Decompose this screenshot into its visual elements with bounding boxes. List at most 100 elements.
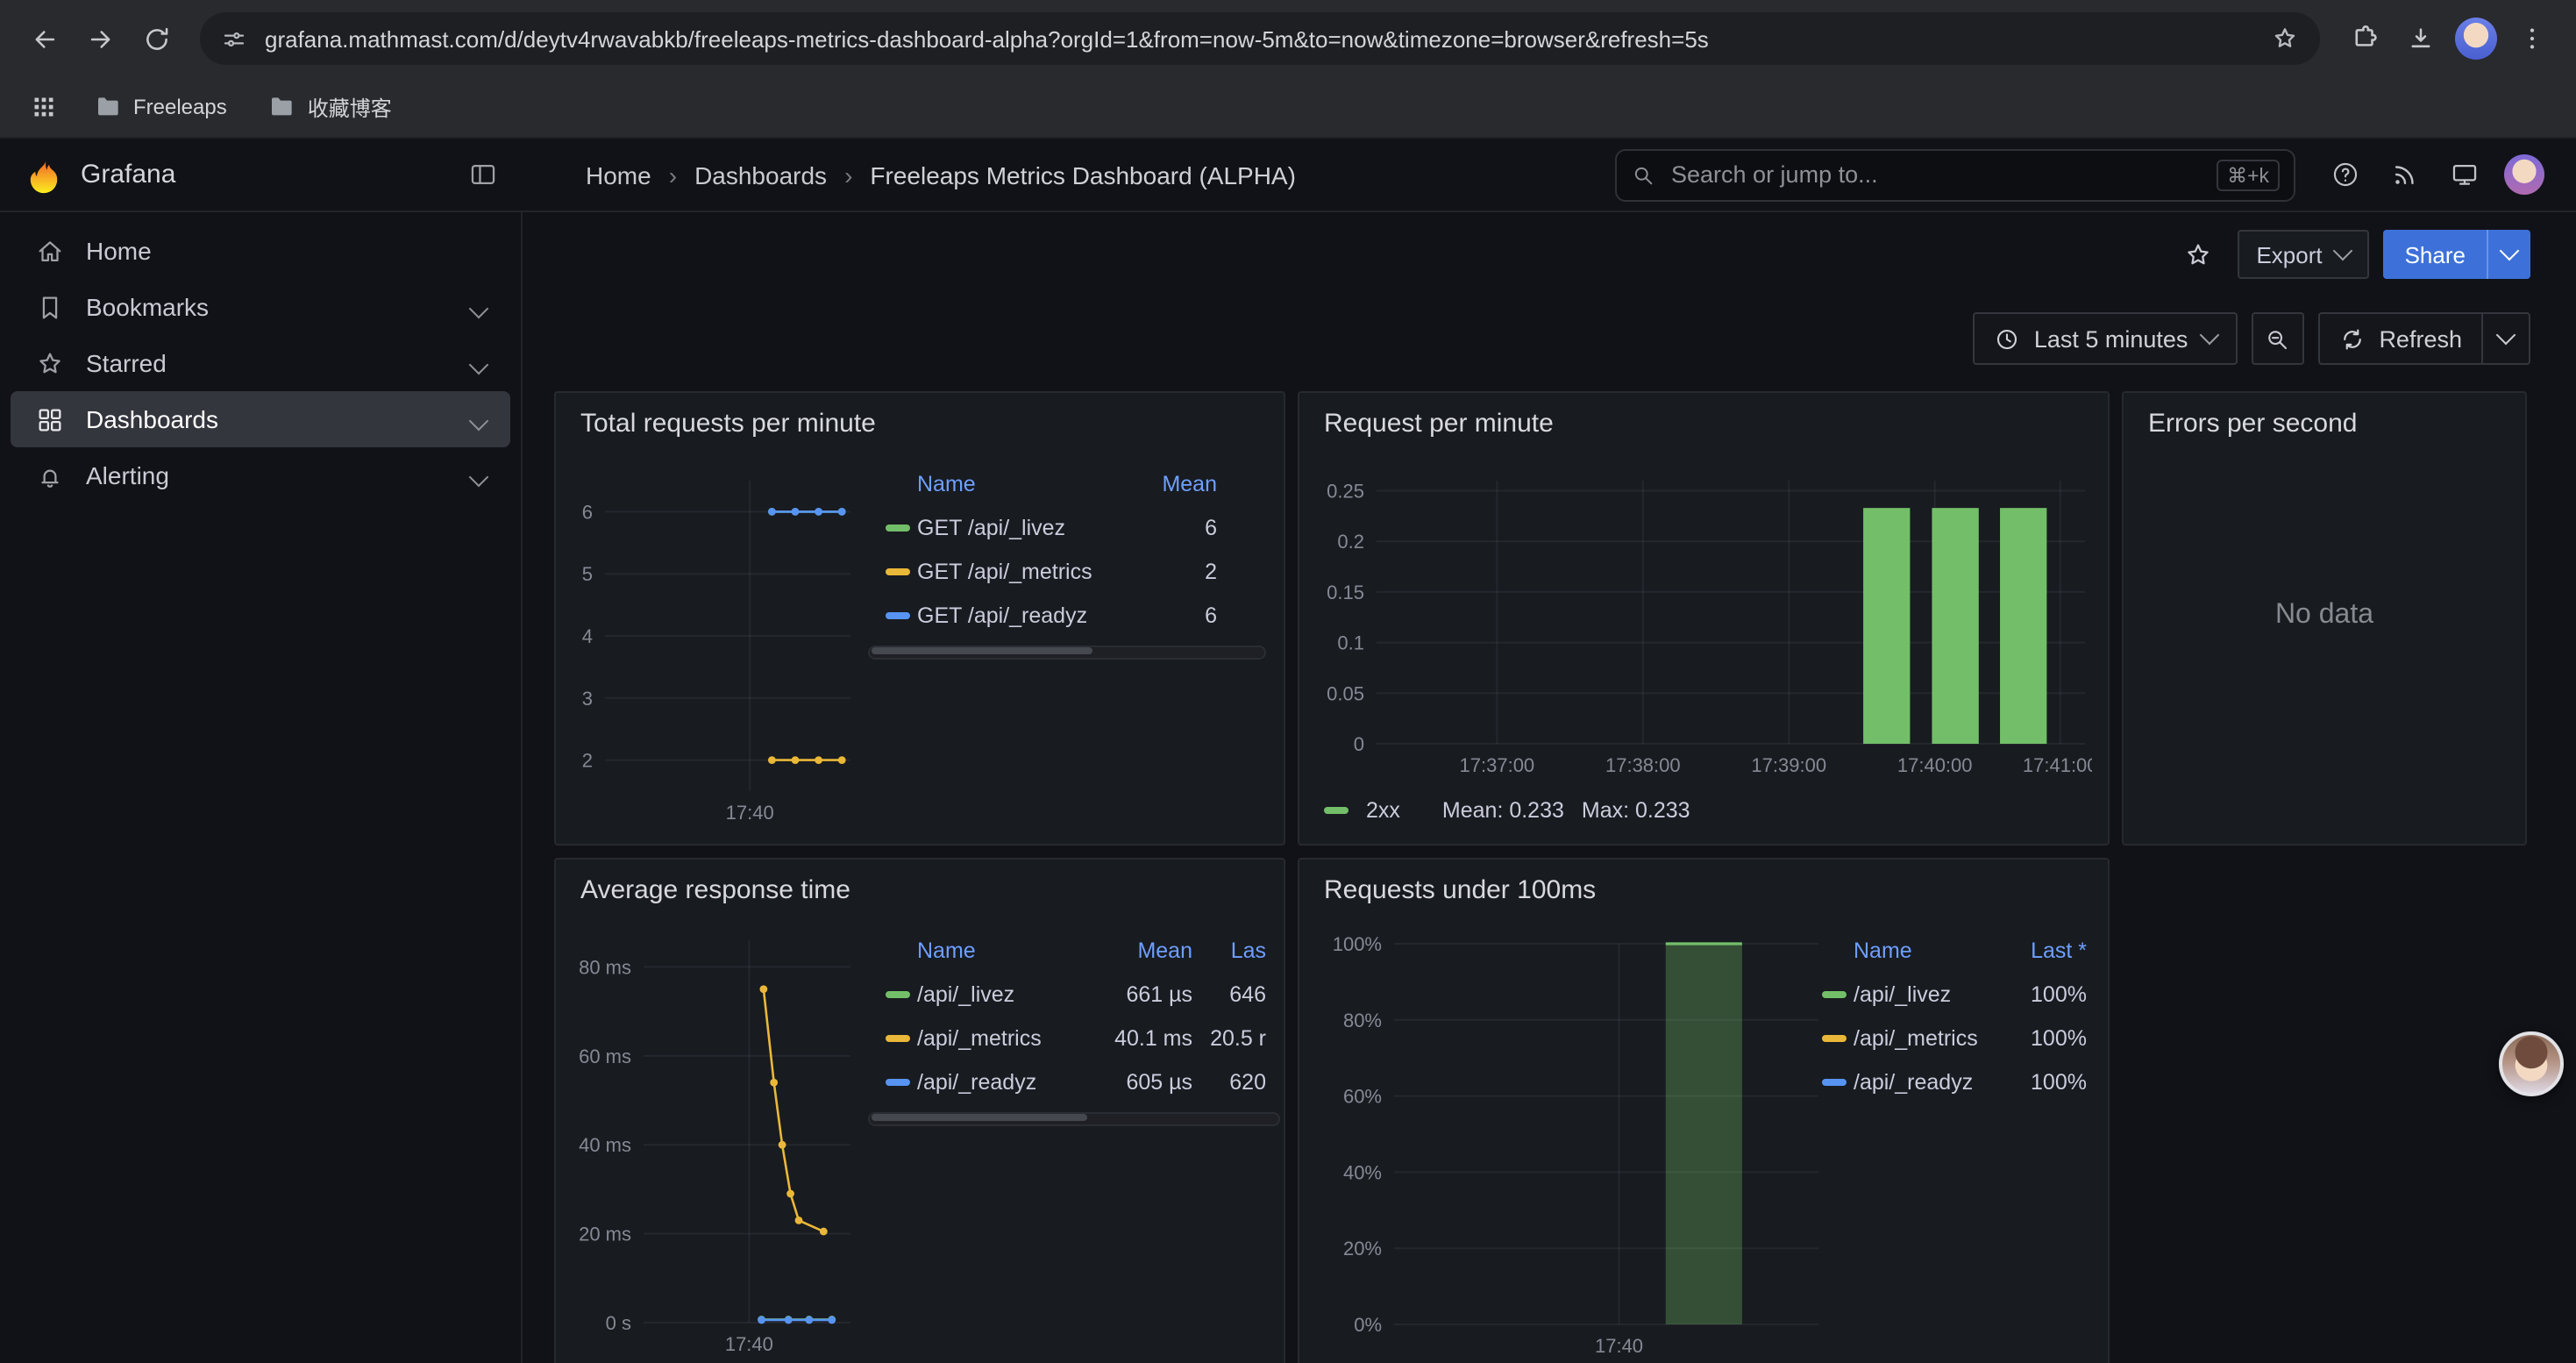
series-name[interactable]: GET /api/_metrics (917, 559, 1119, 583)
panel-title[interactable]: Errors per second (2124, 393, 2525, 439)
breadcrumb-current: Freeleaps Metrics Dashboard (ALPHA) (870, 161, 1296, 189)
sidebar-item-home[interactable]: Home (11, 223, 510, 279)
search-input[interactable] (1668, 160, 2204, 189)
brand-name[interactable]: Grafana (81, 160, 175, 189)
sidebar-item-alerting[interactable]: Alerting (11, 447, 510, 503)
forward-arrow-icon (85, 24, 115, 54)
bookmark-icon (35, 292, 65, 322)
legend-header-last[interactable]: Las (1192, 938, 1266, 963)
export-button[interactable]: Export (2237, 230, 2369, 279)
extensions-button[interactable] (2338, 12, 2390, 65)
reload-button[interactable] (130, 12, 182, 65)
legend-header-name[interactable]: Name (1854, 938, 1996, 963)
panel-title[interactable]: Request per minute (1299, 393, 2108, 439)
help-button[interactable] (2320, 150, 2369, 199)
legend-header-name[interactable]: Name (917, 472, 1119, 496)
series-name[interactable]: /api/_readyz (917, 1069, 1091, 1094)
sidebar-item-starred[interactable]: Starred (11, 335, 510, 391)
floating-assistant-avatar[interactable] (2499, 1031, 2564, 1096)
share-button[interactable]: Share (2384, 230, 2487, 279)
series-name[interactable]: GET /api/_livez (917, 515, 1119, 539)
share-menu-button[interactable] (2487, 230, 2530, 279)
profile-button[interactable] (2450, 12, 2502, 65)
sidebar-item-label: Dashboards (86, 405, 218, 433)
legend-scrollbar[interactable] (868, 646, 1266, 660)
star-dashboard-button[interactable] (2174, 230, 2223, 279)
series-name[interactable]: /api/_metrics (1854, 1025, 1996, 1050)
panel-title[interactable]: Requests under 100ms (1299, 860, 2108, 905)
avg-response-time-chart[interactable]: 0 s20 ms40 ms60 ms80 ms17:40 (563, 930, 857, 1361)
requests-under-100ms-chart[interactable]: 0%20%40%60%80%100%17:40 (1310, 930, 1825, 1363)
legend-header-last[interactable]: Last * (1996, 938, 2087, 963)
series-swatch (1324, 807, 1348, 814)
forward-button[interactable] (74, 12, 126, 65)
series-name[interactable]: /api/_livez (1854, 981, 1996, 1006)
browser-menu-button[interactable] (2506, 12, 2558, 65)
legend-scrollbar[interactable] (868, 1112, 1280, 1126)
site-settings-icon[interactable] (221, 25, 247, 52)
user-menu-button[interactable] (2499, 150, 2548, 199)
sidebar-item-label: Home (86, 237, 152, 265)
sidebar-item-label: Bookmarks (86, 293, 209, 321)
series-name[interactable]: /api/_metrics (917, 1025, 1091, 1050)
news-button[interactable] (2380, 150, 2429, 199)
legend-header-mean[interactable]: Mean (1091, 938, 1192, 963)
legend-header-name[interactable]: Name (917, 938, 1091, 963)
refresh-interval-button[interactable] (2481, 314, 2529, 363)
downloads-button[interactable] (2394, 12, 2446, 65)
back-button[interactable] (18, 12, 70, 65)
legend-header-mean[interactable]: Mean (1119, 472, 1217, 496)
refresh-button-group: Refresh (2317, 312, 2530, 365)
panel-total-requests: Total requests per minute 2345617:40 Nam… (554, 391, 1285, 846)
chevron-down-icon (2333, 241, 2353, 261)
display-button[interactable] (2439, 150, 2488, 199)
series-swatch (1822, 1078, 1847, 1085)
svg-text:40 ms: 40 ms (579, 1134, 631, 1156)
sidebar-item-bookmarks[interactable]: Bookmarks (11, 279, 510, 335)
bookmark-folder-freeleaps[interactable]: Freeleaps (81, 88, 241, 126)
total-requests-chart[interactable]: 2345617:40 (563, 470, 857, 830)
svg-text:0.05: 0.05 (1327, 682, 1364, 704)
bookmark-folder-blogs[interactable]: 收藏博客 (255, 87, 406, 127)
series-name[interactable]: /api/_livez (917, 981, 1091, 1006)
refresh-label: Refresh (2379, 325, 2462, 352)
sidebar-toggle-button[interactable] (459, 152, 505, 197)
svg-text:0 s: 0 s (606, 1312, 631, 1334)
star-icon (35, 348, 65, 378)
browser-window: grafana.mathmast.com/d/deytv4rwavabkb/fr… (0, 0, 2576, 1363)
chevron-down-icon[interactable] (472, 461, 486, 489)
sidebar-item-dashboards[interactable]: Dashboards (11, 391, 510, 447)
bookmark-label: Freeleaps (133, 95, 227, 119)
requests-per-minute-chart[interactable]: 00.050.10.150.20.2517:37:0017:38:0017:39… (1310, 470, 2092, 782)
zoom-out-button[interactable] (2251, 312, 2303, 365)
series-last: 100% (1996, 1025, 2087, 1050)
series-last: 100% (1996, 981, 2087, 1006)
breadcrumb-home[interactable]: Home (586, 161, 651, 189)
grafana-logo-icon[interactable] (25, 155, 63, 194)
breadcrumb-dashboards[interactable]: Dashboards (694, 161, 827, 189)
series-mean: Mean: 0.233 (1442, 798, 1564, 823)
chevron-down-icon[interactable] (472, 293, 486, 321)
chevron-down-icon[interactable] (472, 349, 486, 377)
scrollbar-thumb[interactable] (872, 647, 1092, 654)
url-text[interactable]: grafana.mathmast.com/d/deytv4rwavabkb/fr… (265, 25, 2253, 52)
time-range-picker[interactable]: Last 5 minutes (1973, 312, 2238, 365)
apps-button[interactable] (21, 84, 67, 130)
export-label: Export (2256, 241, 2322, 268)
panel-title[interactable]: Total requests per minute (556, 393, 1284, 439)
search-icon (1631, 162, 1655, 187)
series-name[interactable]: /api/_readyz (1854, 1069, 1996, 1094)
bookmarks-bar: Freeleaps 收藏博客 (0, 77, 2576, 139)
nav-sidebar: Home Bookmarks Starred Dashboards Alerti… (0, 212, 523, 1363)
scrollbar-thumb[interactable] (872, 1114, 1088, 1121)
series-name[interactable]: 2xx (1366, 798, 1400, 823)
panel-title[interactable]: Average response time (556, 860, 1284, 905)
folder-icon (269, 93, 297, 121)
search-box[interactable]: ⌘+k (1615, 148, 2295, 201)
chevron-down-icon[interactable] (472, 405, 486, 433)
series-name[interactable]: GET /api/_readyz (917, 603, 1119, 627)
address-bar[interactable]: grafana.mathmast.com/d/deytv4rwavabkb/fr… (200, 12, 2320, 65)
refresh-button[interactable]: Refresh (2319, 314, 2481, 363)
svg-text:0.1: 0.1 (1337, 632, 1364, 654)
bookmark-star-icon[interactable] (2271, 25, 2299, 53)
